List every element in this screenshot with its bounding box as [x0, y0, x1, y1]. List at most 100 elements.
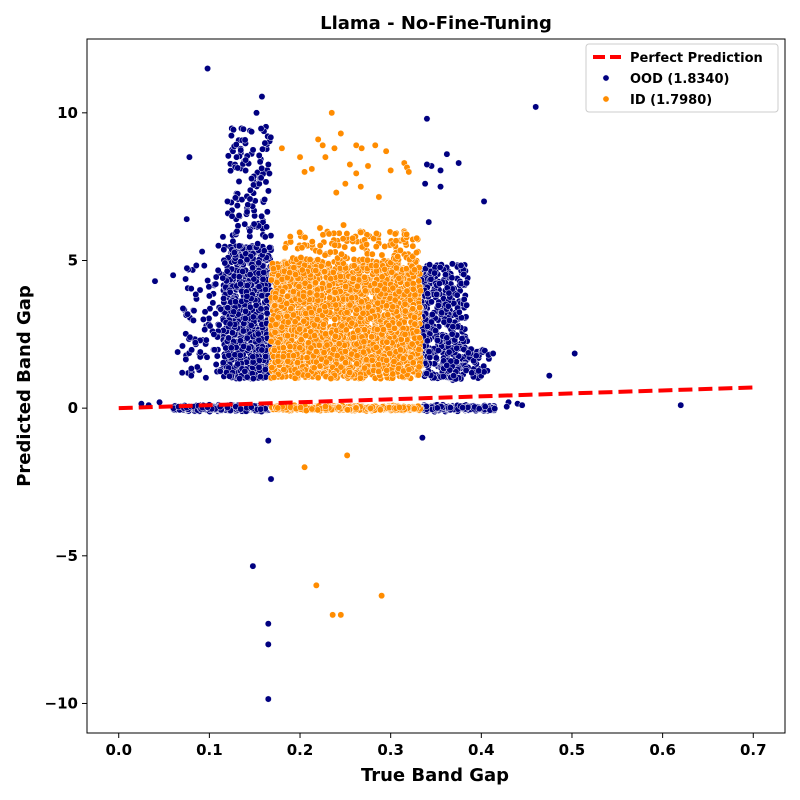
ood-point [436, 263, 444, 271]
ood-point [225, 334, 232, 342]
ood-point [444, 302, 452, 310]
ood-point [187, 372, 195, 380]
ood-point [424, 290, 431, 298]
ood-point [217, 305, 225, 313]
ood-point [229, 237, 237, 245]
id-point [343, 309, 351, 316]
ood-point [239, 268, 247, 276]
id-point [361, 287, 369, 295]
ood-point [263, 309, 271, 317]
ood-point [432, 354, 440, 362]
ood-point [236, 351, 244, 359]
ood-point [235, 273, 243, 281]
id-point [313, 316, 321, 323]
ood-point [423, 370, 431, 377]
ood-point [249, 313, 257, 321]
ood-point [237, 405, 245, 413]
id-point [415, 363, 423, 371]
ood-point [450, 372, 458, 380]
ood-point [443, 334, 451, 342]
ood-point [205, 315, 213, 322]
id-point [414, 371, 422, 379]
id-point [350, 334, 358, 341]
ood-point [425, 218, 433, 226]
ood-point [216, 367, 224, 375]
ood-point [223, 267, 231, 275]
ood-point [518, 401, 526, 409]
ood-point [156, 398, 163, 406]
ood-point [235, 242, 243, 250]
ood-point [249, 146, 257, 154]
ood-point [480, 197, 488, 205]
ood-point [532, 103, 540, 111]
ood-point [230, 308, 238, 316]
ood-point [227, 344, 235, 352]
ood-point [255, 363, 263, 371]
ood-point [183, 264, 191, 272]
ood-point [199, 315, 207, 323]
id-point [401, 307, 409, 315]
ood-point [443, 150, 451, 158]
ood-point [480, 362, 488, 370]
ood-point [442, 271, 450, 279]
ood-point [262, 286, 269, 293]
ood-point [267, 133, 275, 141]
ood-point [234, 360, 242, 368]
ood-point [258, 164, 266, 172]
ood-point [264, 187, 272, 195]
ood-point [256, 373, 264, 381]
ood-point [266, 244, 274, 252]
ood-point [253, 109, 260, 117]
ood-point [261, 233, 269, 241]
ood-point [545, 372, 553, 380]
ood-point [190, 307, 198, 315]
ood-point [182, 355, 190, 363]
ood-point [449, 323, 457, 331]
ood-point [187, 285, 195, 293]
ood-point [246, 186, 254, 194]
ood-point [489, 350, 497, 357]
ood-point [242, 167, 250, 174]
ood-point [196, 348, 204, 356]
ood-point [243, 292, 251, 300]
id-point [324, 260, 332, 268]
ood-point [226, 320, 234, 328]
ood-point [446, 404, 454, 412]
ood-point [201, 326, 209, 334]
ood-point [257, 405, 265, 413]
ood-point [434, 347, 442, 354]
ood-point [243, 373, 251, 381]
ood-point [250, 275, 258, 283]
ood-point [204, 277, 212, 284]
ood-point [255, 259, 263, 267]
ood-point [233, 227, 241, 235]
ood-point [178, 369, 186, 377]
ood-point [249, 375, 257, 382]
ood-point [237, 280, 244, 288]
ood-point [264, 640, 272, 648]
ood-point [233, 153, 241, 161]
ood-point [475, 367, 483, 375]
ood-point [240, 342, 248, 350]
ood-point [205, 283, 213, 291]
ood-point [246, 195, 254, 203]
ood-point [243, 334, 251, 342]
ood-point [191, 339, 199, 347]
id-point [373, 325, 381, 333]
ood-point [254, 240, 262, 248]
ood-point [204, 65, 212, 72]
ood-point [423, 161, 431, 168]
ood-point [475, 405, 483, 413]
ood-point [220, 295, 228, 302]
ood-point [431, 269, 439, 277]
ood-point [257, 125, 265, 133]
id-point [295, 283, 303, 291]
ood-point [259, 275, 267, 283]
ood-point [264, 695, 272, 703]
ood-point [426, 353, 434, 361]
id-point [403, 280, 411, 288]
ood-point [257, 313, 265, 321]
id-point [312, 279, 319, 287]
ood-point [241, 367, 249, 375]
ood-point [423, 115, 431, 123]
